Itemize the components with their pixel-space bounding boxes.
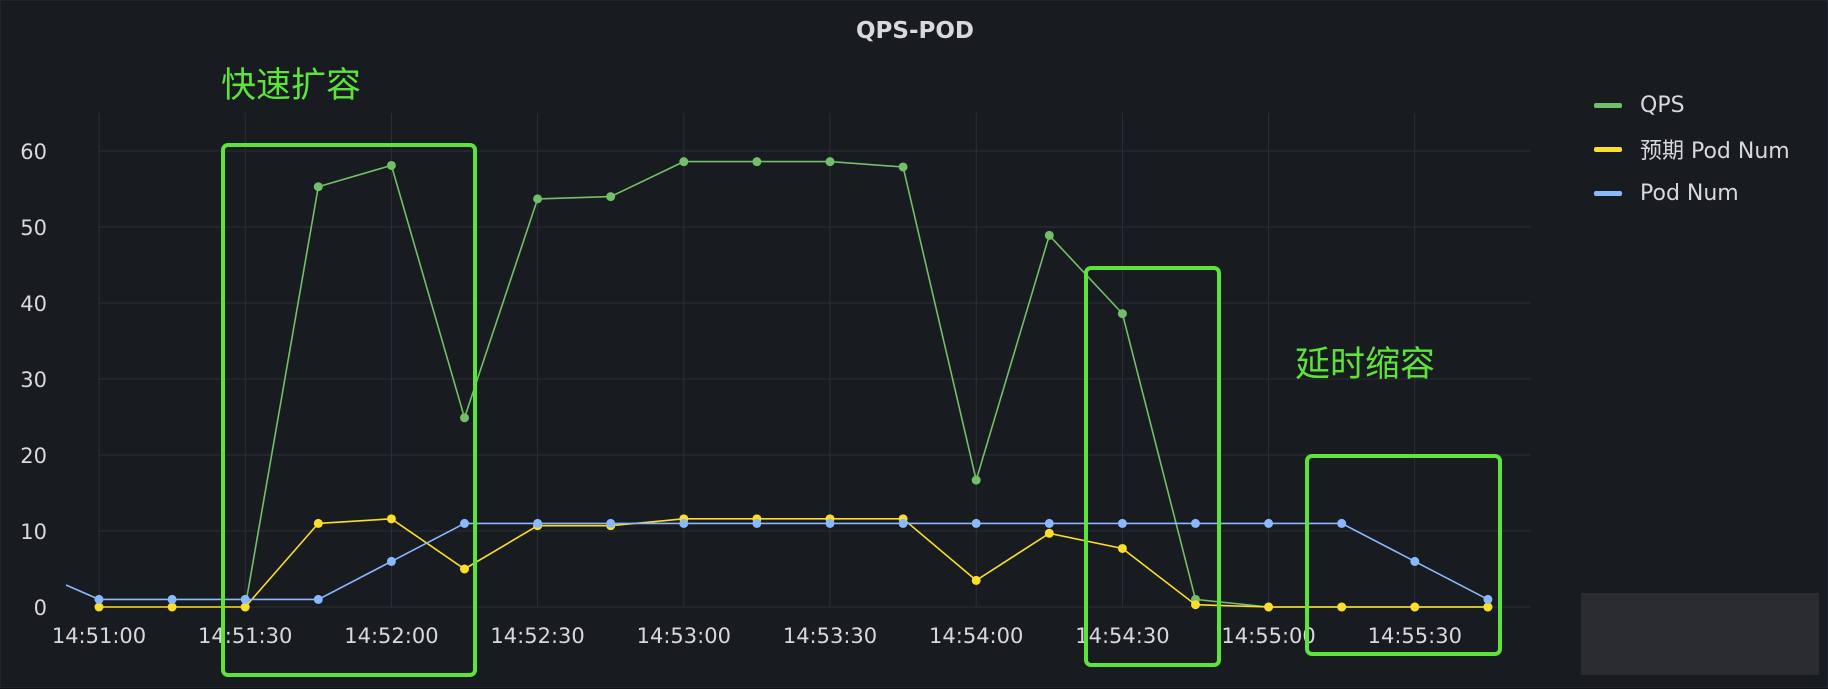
x-tick-label: 14:51:00 [52, 624, 146, 648]
legend-label-expected-pod-num: 预期 Pod Num [1640, 139, 1790, 164]
legend-label-pod-num: Pod Num [1640, 180, 1739, 206]
data-point-expected-pod-num[interactable] [1044, 528, 1054, 538]
data-point-pod-num[interactable] [313, 594, 323, 604]
data-point-qps[interactable] [679, 157, 689, 167]
data-point-pod-num[interactable] [1191, 518, 1200, 528]
data-point-pod-num[interactable] [386, 556, 396, 566]
data-point-pod-num[interactable] [1410, 556, 1420, 566]
data-point-qps[interactable] [386, 160, 396, 170]
data-point-pod-num[interactable] [94, 594, 104, 604]
corner-block [1581, 593, 1819, 675]
y-tick-label: 60 [20, 140, 47, 164]
y-tick-label: 30 [20, 368, 47, 392]
data-point-pod-num[interactable] [1264, 518, 1274, 528]
x-tick-label: 14:54:30 [1075, 624, 1169, 648]
highlight-box-scale-down [1305, 454, 1502, 656]
data-point-expected-pod-num[interactable] [94, 602, 104, 612]
data-point-pod-num[interactable] [240, 594, 250, 604]
data-point-qps[interactable] [825, 157, 835, 167]
data-point-expected-pod-num[interactable] [971, 575, 981, 585]
data-point-expected-pod-num[interactable] [1264, 602, 1274, 612]
data-point-pod-num[interactable] [1483, 594, 1493, 604]
data-point-pod-num[interactable] [752, 518, 762, 528]
data-point-qps[interactable] [460, 413, 469, 423]
data-point-expected-pod-num[interactable] [460, 564, 469, 574]
highlight-box-scale-up [221, 143, 477, 677]
data-point-qps[interactable] [971, 475, 981, 485]
legend-swatch-expected-pod-num [1594, 146, 1622, 152]
data-point-qps[interactable] [1044, 230, 1054, 240]
data-point-expected-pod-num[interactable] [1410, 602, 1420, 612]
data-point-expected-pod-num[interactable] [1117, 543, 1127, 553]
data-point-pod-num[interactable] [825, 518, 835, 528]
y-tick-label: 40 [20, 292, 47, 316]
data-point-expected-pod-num[interactable] [1337, 602, 1347, 612]
data-point-expected-pod-num[interactable] [1483, 602, 1493, 612]
series-line-expected-pod-num [99, 517, 1488, 608]
legend-item-qps[interactable]: QPS [1594, 83, 1790, 127]
y-tick-label: 20 [20, 444, 47, 468]
data-point-expected-pod-num[interactable] [386, 514, 396, 524]
data-point-qps[interactable] [898, 162, 908, 172]
panel-title: QPS-POD [855, 18, 975, 44]
legend-item-pod-num[interactable]: Pod Num [1594, 171, 1790, 215]
legend-label-qps: QPS [1640, 92, 1685, 118]
data-point-qps[interactable] [313, 182, 323, 192]
data-point-qps[interactable] [752, 157, 762, 167]
data-point-qps[interactable] [606, 192, 616, 202]
data-point-pod-num[interactable] [167, 594, 177, 604]
data-point-pod-num[interactable] [1117, 518, 1127, 528]
annotation-scale-down: 延时缩容 [1295, 345, 1436, 385]
data-point-expected-pod-num[interactable] [1191, 600, 1200, 610]
y-tick-label: 0 [34, 596, 47, 620]
x-tick-label: 14:52:00 [344, 624, 438, 648]
annotation-scale-up: 快速扩容 [221, 66, 362, 106]
highlight-box-drop [1084, 266, 1221, 667]
data-point-pod-num[interactable] [679, 518, 689, 528]
data-point-qps[interactable] [533, 194, 543, 204]
x-tick-label: 14:54:00 [929, 624, 1023, 648]
data-point-pod-num[interactable] [533, 518, 543, 528]
y-tick-label: 10 [20, 520, 47, 544]
data-point-pod-num[interactable] [606, 518, 616, 528]
data-point-pod-num[interactable] [460, 518, 469, 528]
legend-swatch-qps [1594, 102, 1622, 108]
legend-swatch-pod-num [1594, 190, 1622, 196]
data-point-expected-pod-num[interactable] [167, 602, 177, 612]
x-tick-label: 14:53:00 [637, 624, 731, 648]
x-tick-label: 14:53:30 [783, 624, 877, 648]
data-point-pod-num[interactable] [898, 518, 908, 528]
x-tick-label: 14:55:30 [1368, 624, 1462, 648]
x-tick-label: 14:52:30 [490, 624, 584, 648]
data-point-pod-num[interactable] [1044, 518, 1054, 528]
x-tick-label: 14:55:00 [1221, 624, 1315, 648]
legend-item-expected-pod-num[interactable]: 预期 Pod Num [1594, 127, 1790, 171]
data-point-expected-pod-num[interactable] [313, 518, 323, 528]
data-point-qps[interactable] [1117, 309, 1127, 319]
y-tick-label: 50 [20, 216, 47, 240]
data-point-pod-num[interactable] [971, 518, 981, 528]
legend: QPS 预期 Pod Num Pod Num [1594, 83, 1790, 215]
x-tick-label: 14:51:30 [198, 624, 292, 648]
data-point-pod-num[interactable] [1337, 518, 1347, 528]
data-point-expected-pod-num[interactable] [240, 602, 250, 612]
